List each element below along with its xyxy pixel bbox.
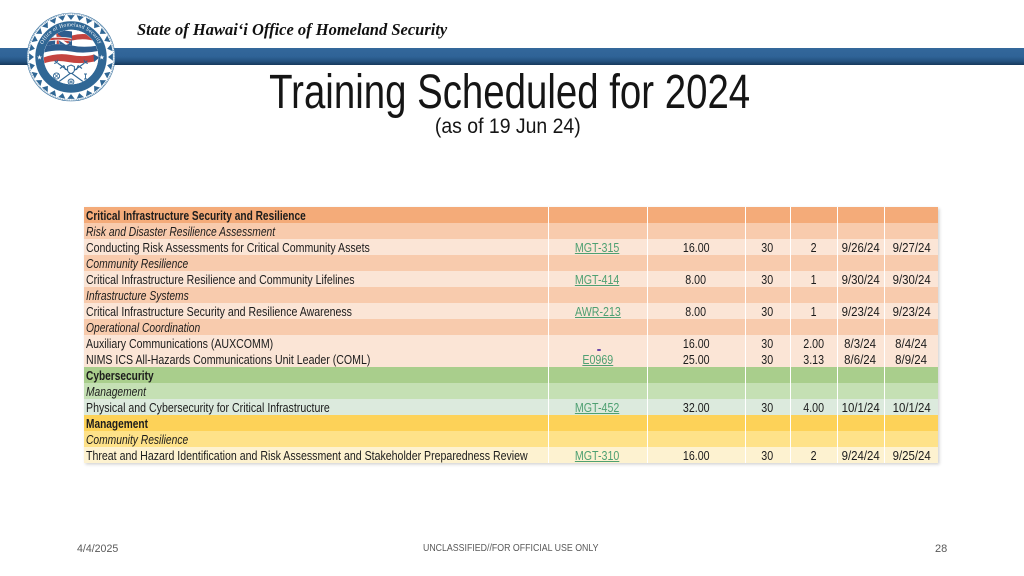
svg-text:★: ★	[37, 55, 43, 62]
svg-text:★: ★	[99, 55, 105, 62]
